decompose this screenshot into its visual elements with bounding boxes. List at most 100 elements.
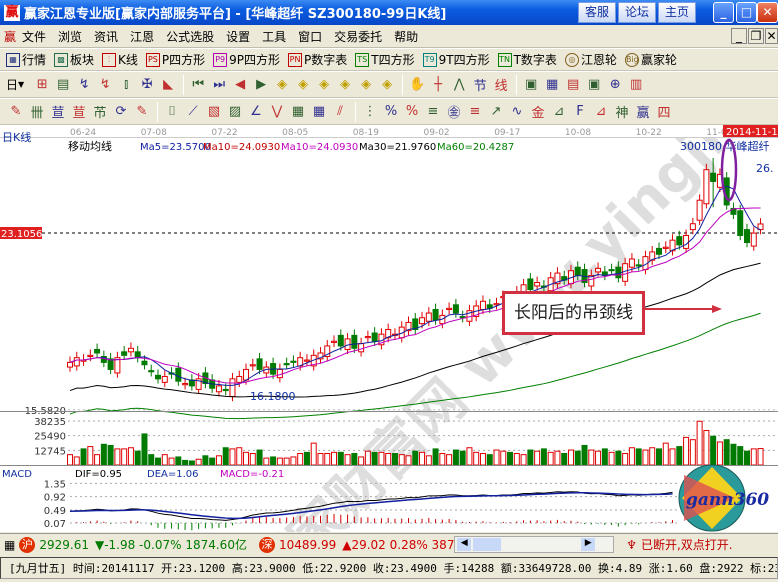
- diamond-x-icon[interactable]: ◈: [340, 77, 351, 92]
- arrow-icon[interactable]: ↗: [490, 104, 502, 119]
- toolbar-gann-wheel[interactable]: ◎ 江恩轮: [564, 51, 617, 68]
- toolbar-kline[interactable]: ⫶ K线: [102, 51, 138, 68]
- toolbar-ps[interactable]: PS P四方形: [145, 51, 205, 68]
- square-fan-icon[interactable]: ▧: [207, 104, 221, 119]
- toolbar-pn[interactable]: PN P数字表: [288, 51, 347, 68]
- calendar-icon[interactable]: ▣: [525, 77, 538, 92]
- kline-chart[interactable]: 赢家财富网 www.yingjia360.com 06-24 07-08 07-22 0…: [0, 125, 778, 532]
- last-icon[interactable]: ⏭: [213, 77, 226, 92]
- close-button[interactable]: ✕: [757, 2, 778, 23]
- gold2-icon[interactable]: 荁: [72, 106, 86, 121]
- chart-3-icon[interactable]: ↯: [78, 77, 90, 92]
- ying-icon[interactable]: 赢: [636, 106, 650, 121]
- grid-fan-icon[interactable]: ▨: [228, 104, 242, 119]
- percent-line-icon[interactable]: %: [384, 104, 398, 119]
- chart-9-icon[interactable]: ↯: [99, 77, 111, 92]
- flag-icon[interactable]: ◣: [163, 77, 174, 92]
- menu-item[interactable]: 帮助: [394, 29, 419, 44]
- candle-icon[interactable]: ⫾: [124, 77, 129, 92]
- separator: [355, 101, 356, 122]
- forum-button[interactable]: 论坛: [618, 2, 656, 23]
- formula-icon[interactable]: ✠: [141, 77, 153, 92]
- prev-icon[interactable]: ◀: [235, 77, 246, 92]
- diamond-lr-icon[interactable]: ◈: [319, 77, 330, 92]
- toolbar-big-wheel[interactable]: Big 赢家轮: [624, 51, 677, 68]
- network-icon[interactable]: ⊕: [609, 77, 621, 92]
- polyline-icon[interactable]: ⋀: [453, 77, 465, 92]
- shen-icon[interactable]: 神: [615, 106, 629, 121]
- service-button[interactable]: 客服: [578, 2, 616, 23]
- box-icon[interactable]: ⌷: [168, 104, 176, 119]
- diamond-right-icon[interactable]: ◈: [298, 77, 309, 92]
- toolbar-ts[interactable]: TS T四方形: [355, 51, 415, 68]
- first-icon[interactable]: ⏮: [192, 77, 205, 92]
- toolbar-tn[interactable]: TN T数字表: [497, 51, 557, 68]
- hand-icon[interactable]: ✋: [409, 77, 426, 92]
- menu-item[interactable]: 工具: [262, 29, 287, 44]
- grid2-icon[interactable]: ▦: [312, 104, 326, 119]
- gold1-icon[interactable]: 荁: [51, 106, 65, 121]
- fan-icon[interactable]: ⟋: [188, 104, 198, 119]
- j-icon[interactable]: ⊿: [553, 104, 565, 119]
- save-icon[interactable]: ▣: [588, 77, 601, 92]
- lines-icon[interactable]: ⫽: [337, 104, 343, 119]
- menu-item[interactable]: 江恩: [130, 29, 155, 44]
- next-icon[interactable]: ▶: [256, 77, 267, 92]
- gold3-icon[interactable]: 金: [531, 106, 545, 121]
- diamond-4-icon[interactable]: ◈: [361, 77, 372, 92]
- wave2-icon[interactable]: ∿: [511, 104, 523, 119]
- gold-line-icon[interactable]: ≡: [469, 104, 481, 119]
- toolbar-blocks[interactable]: ▩ 板块: [54, 51, 94, 68]
- pen2-icon[interactable]: ✎: [136, 104, 148, 119]
- mdi-minimize-button[interactable]: _: [731, 28, 747, 44]
- parallel-icon[interactable]: 卌: [30, 106, 44, 121]
- ru-icon[interactable]: 四: [657, 106, 671, 121]
- menu-item[interactable]: 浏览: [58, 29, 83, 44]
- window-icon[interactable]: ⊞: [36, 77, 48, 92]
- connection-status[interactable]: 已断开,双点打开.: [640, 538, 733, 552]
- menu-item[interactable]: 交易委托: [334, 29, 383, 44]
- maximize-button[interactable]: □: [736, 2, 757, 23]
- list-icon[interactable]: ▤: [57, 77, 70, 92]
- scroll-right-button[interactable]: ▶: [581, 538, 596, 551]
- menu-item[interactable]: 公式选股: [166, 29, 215, 44]
- toolbar-p9[interactable]: P9 9P四方形: [213, 51, 280, 68]
- scroll-left-button[interactable]: ◀: [457, 538, 472, 551]
- grid-icon[interactable]: ▦: [291, 104, 305, 119]
- gold4-icon[interactable]: ⊿: [595, 104, 607, 119]
- quote-table-icon[interactable]: ▦: [4, 537, 16, 552]
- xian-icon[interactable]: 线: [494, 79, 508, 94]
- jie-icon[interactable]: 节: [473, 79, 487, 94]
- pen-icon[interactable]: ✎: [10, 104, 22, 119]
- percent-icon[interactable]: %: [405, 104, 419, 119]
- percent-bar-icon[interactable]: ≡: [427, 104, 439, 119]
- wave-icon[interactable]: ⋁: [271, 104, 283, 119]
- mdi-restore-button[interactable]: ❐: [748, 28, 764, 44]
- menu-item[interactable]: 文件: [22, 29, 47, 44]
- gold-circle-icon[interactable]: ㊎: [447, 106, 461, 121]
- home-button[interactable]: 主页: [658, 2, 696, 23]
- scroll-thumb[interactable]: [473, 538, 502, 551]
- report-icon[interactable]: ▤: [567, 77, 580, 92]
- menu-item[interactable]: 窗口: [298, 29, 323, 44]
- period-select[interactable]: 日 ▼: [6, 76, 24, 93]
- mdi-close-button[interactable]: ✕: [765, 28, 778, 44]
- menu-item[interactable]: 资讯: [94, 29, 119, 44]
- calculator-icon[interactable]: ▦: [546, 77, 559, 92]
- volume-bar: [716, 441, 723, 466]
- menu-item[interactable]: 设置: [226, 29, 251, 44]
- diamond-left-icon[interactable]: ◈: [277, 77, 288, 92]
- ticker-scrollbar[interactable]: ◀ ▶: [454, 536, 615, 553]
- angle-icon[interactable]: ∠: [250, 104, 262, 119]
- diamond-all-icon[interactable]: ◈: [382, 77, 393, 92]
- spiral-icon[interactable]: ⟳: [115, 104, 127, 119]
- minimize-button[interactable]: _: [713, 2, 734, 23]
- ruler-icon[interactable]: ⋮: [363, 104, 377, 119]
- toolbar-t9[interactable]: T9 9T四方形: [422, 51, 490, 68]
- toolbar-grid[interactable]: ▦ 行情: [6, 51, 46, 68]
- crosshair-icon[interactable]: ┼: [434, 77, 443, 92]
- fib-icon[interactable]: 芇: [93, 106, 107, 121]
- f-icon[interactable]: F: [576, 104, 584, 119]
- trade-icon[interactable]: ▥: [630, 77, 643, 92]
